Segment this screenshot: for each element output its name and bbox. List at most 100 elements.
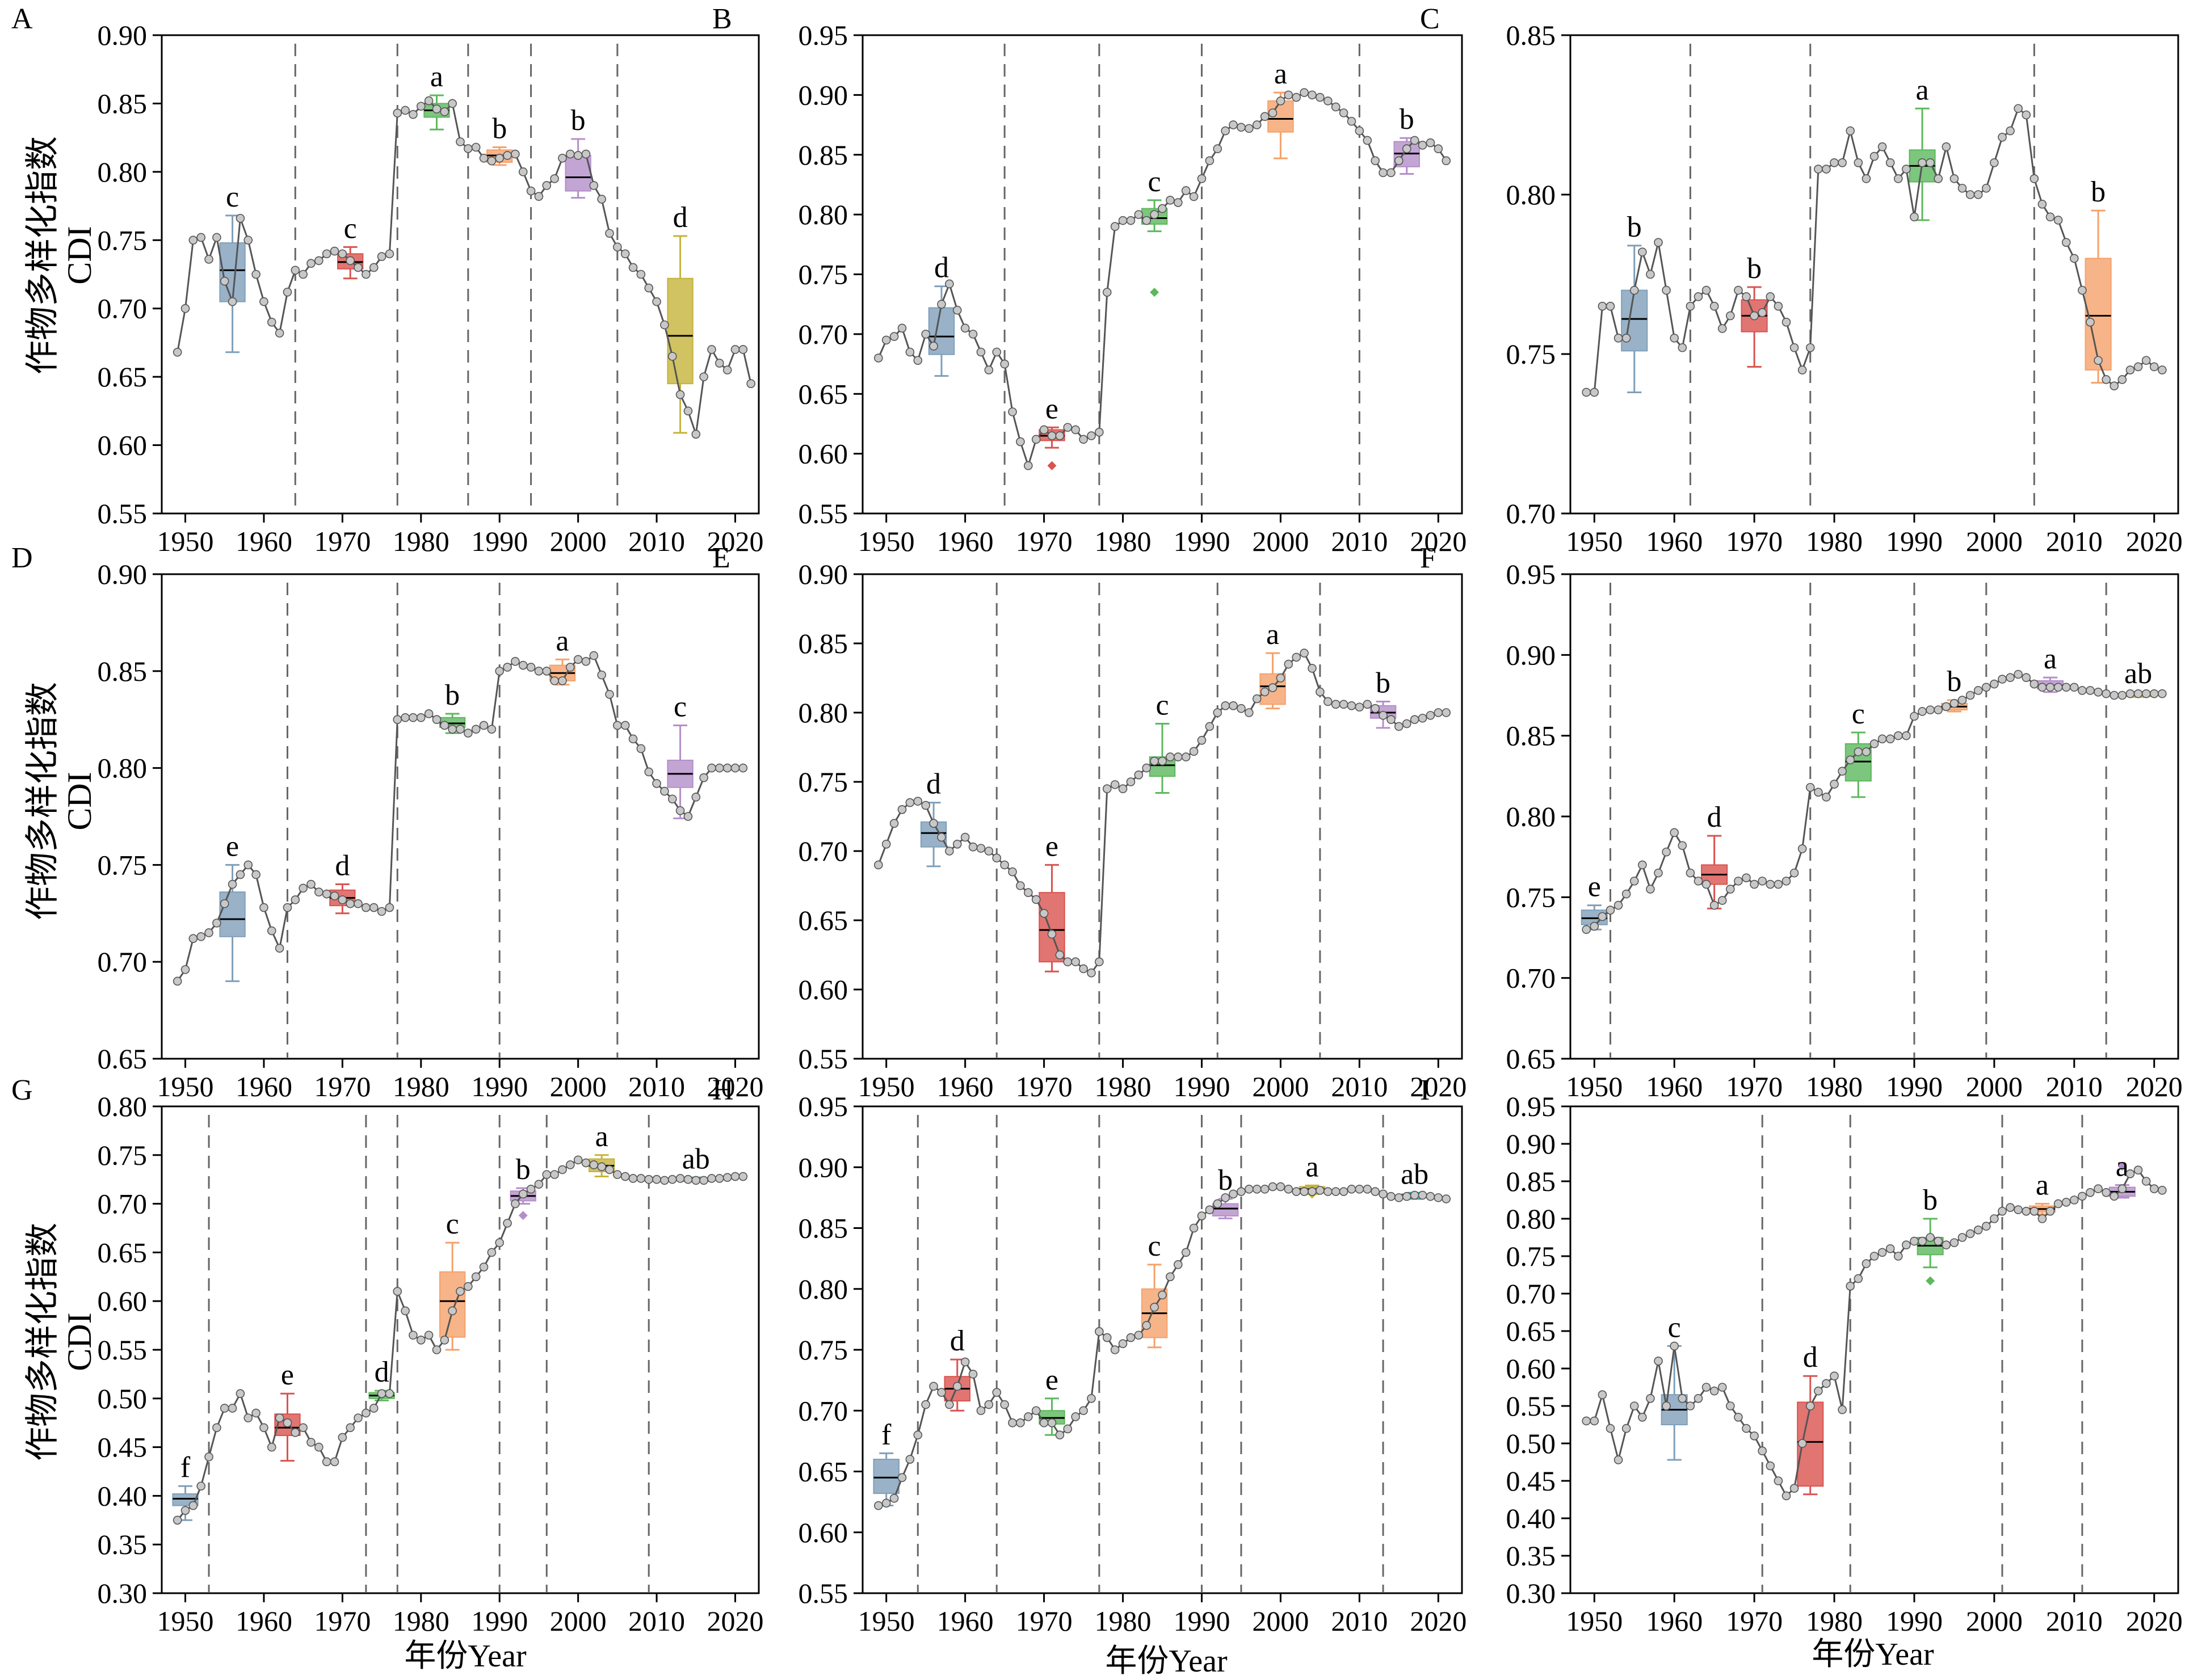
cdi-series-point [1300, 1187, 1309, 1196]
cdi-series-point [456, 725, 465, 734]
cdi-series-point [1173, 198, 1183, 207]
cdi-series-point [1621, 889, 1631, 899]
significance-letter: d [926, 768, 941, 801]
cdi-series-point [1181, 186, 1191, 195]
significance-letter: d [1707, 801, 1722, 833]
y-tick-label: 0.60 [799, 438, 848, 470]
significance-letter: ab [2124, 658, 2152, 690]
cdi-series-point [1142, 1321, 1152, 1330]
cdi-series-point [1095, 1327, 1104, 1336]
y-tick-label: 0.60 [799, 1517, 848, 1548]
cdi-series-point [1934, 705, 1943, 714]
cdi-series-point [1205, 1205, 1215, 1215]
cdi-series-point [1629, 877, 1639, 886]
cdi-series-point [1363, 1185, 1372, 1194]
cdi-series-point [1355, 702, 1364, 712]
cdi-series-point [1598, 912, 1607, 921]
y-tick-label: 0.60 [98, 1285, 148, 1317]
box-green: a [1909, 74, 1936, 221]
cdi-series-point [259, 903, 268, 912]
cdi-series-point [1023, 461, 1033, 470]
cdi-series-point [1910, 212, 1919, 222]
cdi-series-line [1586, 673, 2162, 930]
cdi-series-point [1902, 731, 1911, 740]
cdi-series-point [228, 297, 237, 306]
cdi-series-point [1822, 793, 1831, 802]
cdi-series-point [180, 1506, 190, 1515]
cdi-series-point [913, 1430, 923, 1439]
y-axis-title-row3: 作物多样化指数 CDI [24, 1223, 98, 1461]
y-tick-label: 0.55 [1506, 1390, 1556, 1422]
significance-letter: c [226, 181, 239, 213]
cdi-series-point [1990, 1214, 1999, 1223]
cdi-series-point [1173, 1260, 1183, 1269]
x-tick-label: 2020 [707, 525, 763, 557]
y-tick-label: 0.80 [1506, 1203, 1556, 1235]
cdi-series-point [1686, 868, 1695, 878]
x-tick-label: 1990 [1173, 1071, 1230, 1102]
cdi-series-point [1621, 334, 1631, 343]
x-tick-label: 1990 [471, 1071, 528, 1102]
x-tick-label: 1970 [1726, 1605, 1783, 1637]
cdi-series-point [448, 725, 457, 734]
cdi-series-point [644, 767, 654, 777]
cdi-series-point [683, 1174, 693, 1184]
panel-a: A 0.55 0.60 0.65 0.70 0.75 0.80 0.85 0.90 1950 196… [11, 3, 763, 557]
cdi-series-point [2094, 688, 2103, 697]
cdi-series-point [2158, 1186, 2167, 1195]
x-tick-label: 2020 [1410, 1605, 1467, 1637]
y-axis-title-en-row2: CDI [61, 772, 98, 830]
cdi-series-point [1606, 906, 1615, 915]
cdi-series-point [1805, 343, 1815, 352]
cdi-series-point [432, 1345, 442, 1354]
cdi-series-point [1862, 747, 1871, 756]
cdi-series-point [479, 1262, 489, 1271]
cdi-series-point [1245, 708, 1254, 717]
cdi-series-point [1606, 1424, 1615, 1433]
x-tick-label: 1970 [314, 1071, 371, 1102]
cdi-series-point [1957, 1233, 1967, 1242]
box-blue: d [928, 252, 955, 377]
significance-letter: e [1045, 1364, 1058, 1396]
cdi-series-point [1629, 1401, 1639, 1410]
cdi-series-point [1582, 1416, 1591, 1426]
panel-g: G 0.30 0.35 0.40 0.45 0.50 0.55 0.60 0.65 0.70 0.7… [11, 1074, 763, 1637]
cdi-series-point [401, 713, 410, 722]
cdi-series-point [1709, 900, 1719, 910]
cdi-series-point [2006, 126, 2015, 136]
cdi-series-point [1268, 683, 1278, 692]
cdi-series-point [746, 379, 755, 388]
cdi-series-point [1926, 705, 1935, 714]
x-tick-label: 1980 [393, 1071, 449, 1102]
cdi-series-point [1079, 435, 1088, 444]
y-tick-label: 0.90 [98, 19, 148, 51]
y-tick-label: 0.95 [799, 1090, 848, 1122]
y-tick-label: 0.95 [1506, 1090, 1556, 1122]
cdi-series-point [1118, 1339, 1128, 1349]
cdi-series-point [683, 812, 693, 821]
cdi-series-point [550, 1170, 559, 1179]
cdi-series-point [1292, 92, 1301, 102]
cdi-series-point [1000, 1400, 1009, 1409]
cdi-series-point [2037, 200, 2047, 209]
cdi-series-point [1910, 1236, 1919, 1246]
cdi-series-point [1797, 365, 1807, 374]
y-tick-label: 0.75 [98, 849, 148, 881]
x-tick-label: 1960 [937, 525, 994, 557]
outlier-point [1926, 1276, 1935, 1286]
significance-letter: a [1266, 618, 1279, 651]
cdi-series-point [1102, 288, 1112, 297]
cdi-series-point [2141, 689, 2151, 698]
cdi-series-point [377, 1389, 386, 1399]
cdi-series-point [393, 715, 402, 724]
cdi-series-point [1031, 895, 1041, 904]
cdi-series-point [1686, 1401, 1695, 1410]
cdi-series-point [2061, 683, 2071, 692]
panel-e: E 0.55 0.60 0.65 0.70 0.75 0.80 0.85 0.90 1950 196… [712, 542, 1467, 1102]
cdi-series-point [1965, 690, 1975, 700]
significance-letter: e [281, 1359, 294, 1391]
cdi-series-point [1742, 1424, 1751, 1433]
cdi-series-point [1252, 1185, 1262, 1194]
y-tick-label: 0.40 [98, 1480, 148, 1511]
y-tick-label: 0.70 [799, 835, 848, 867]
